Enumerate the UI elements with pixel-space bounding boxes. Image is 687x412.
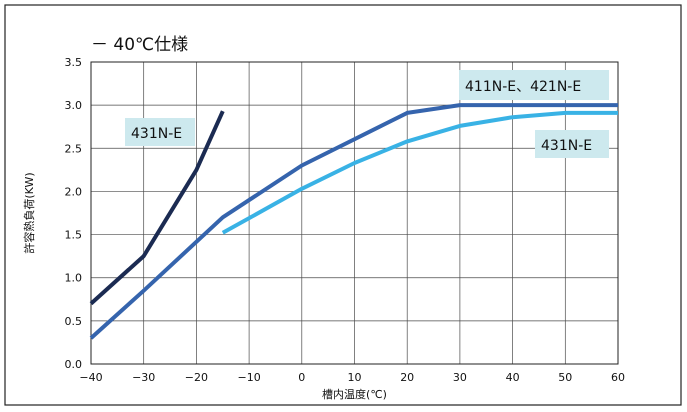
y-tick-label: 0.5 bbox=[65, 315, 83, 328]
y-tick-label: 2.5 bbox=[65, 142, 83, 155]
series-label-431n-e-dark: 431N-E bbox=[125, 118, 195, 146]
y-tick-label: 0.0 bbox=[65, 358, 83, 371]
y-tick-label: 3.5 bbox=[65, 56, 83, 69]
x-tick-label: 10 bbox=[348, 371, 362, 384]
y-tick-label: 1.5 bbox=[65, 229, 83, 242]
series-label-text: 411N-E、421N-E bbox=[465, 79, 581, 95]
x-tick-labels: −40 −30 −20 −10 0 10 20 30 40 50 60 bbox=[79, 371, 625, 384]
x-axis-title: 槽内温度(℃) bbox=[322, 387, 387, 401]
series-label-411n-e-421n-e: 411N-E、421N-E bbox=[459, 70, 609, 100]
x-tick-label: −10 bbox=[237, 371, 260, 384]
y-tick-label: 2.0 bbox=[65, 185, 83, 198]
x-tick-label: −40 bbox=[79, 371, 102, 384]
plot-border bbox=[90, 61, 619, 365]
x-tick-label: 60 bbox=[611, 371, 625, 384]
x-tick-label: −20 bbox=[185, 371, 208, 384]
series-label-text: 431N-E bbox=[131, 126, 182, 142]
x-tick-label: 0 bbox=[298, 371, 305, 384]
frame bbox=[4, 4, 682, 406]
x-tick-label: 20 bbox=[400, 371, 414, 384]
series-line-0 bbox=[89, 110, 225, 306]
series-label-431n-e-light: 431N-E bbox=[535, 130, 609, 158]
y-tick-label: 1.0 bbox=[65, 272, 83, 285]
x-tick-label: 40 bbox=[506, 371, 520, 384]
x-tick-label: 50 bbox=[558, 371, 572, 384]
series-label-text: 431N-E bbox=[541, 138, 592, 154]
chart-title: － 40℃仕様 bbox=[91, 35, 188, 55]
series-line-1 bbox=[89, 103, 618, 340]
y-tick-label: 3.0 bbox=[65, 99, 83, 112]
series-lines bbox=[89, 103, 618, 340]
series-line-2 bbox=[221, 110, 618, 235]
y-axis-title: 許容熱負荷(KW) bbox=[22, 172, 36, 253]
y-tick-labels: 0.0 0.5 1.0 1.5 2.0 2.5 3.0 3.5 bbox=[65, 56, 83, 371]
x-tick-label: 30 bbox=[453, 371, 467, 384]
x-tick-label: −30 bbox=[132, 371, 155, 384]
